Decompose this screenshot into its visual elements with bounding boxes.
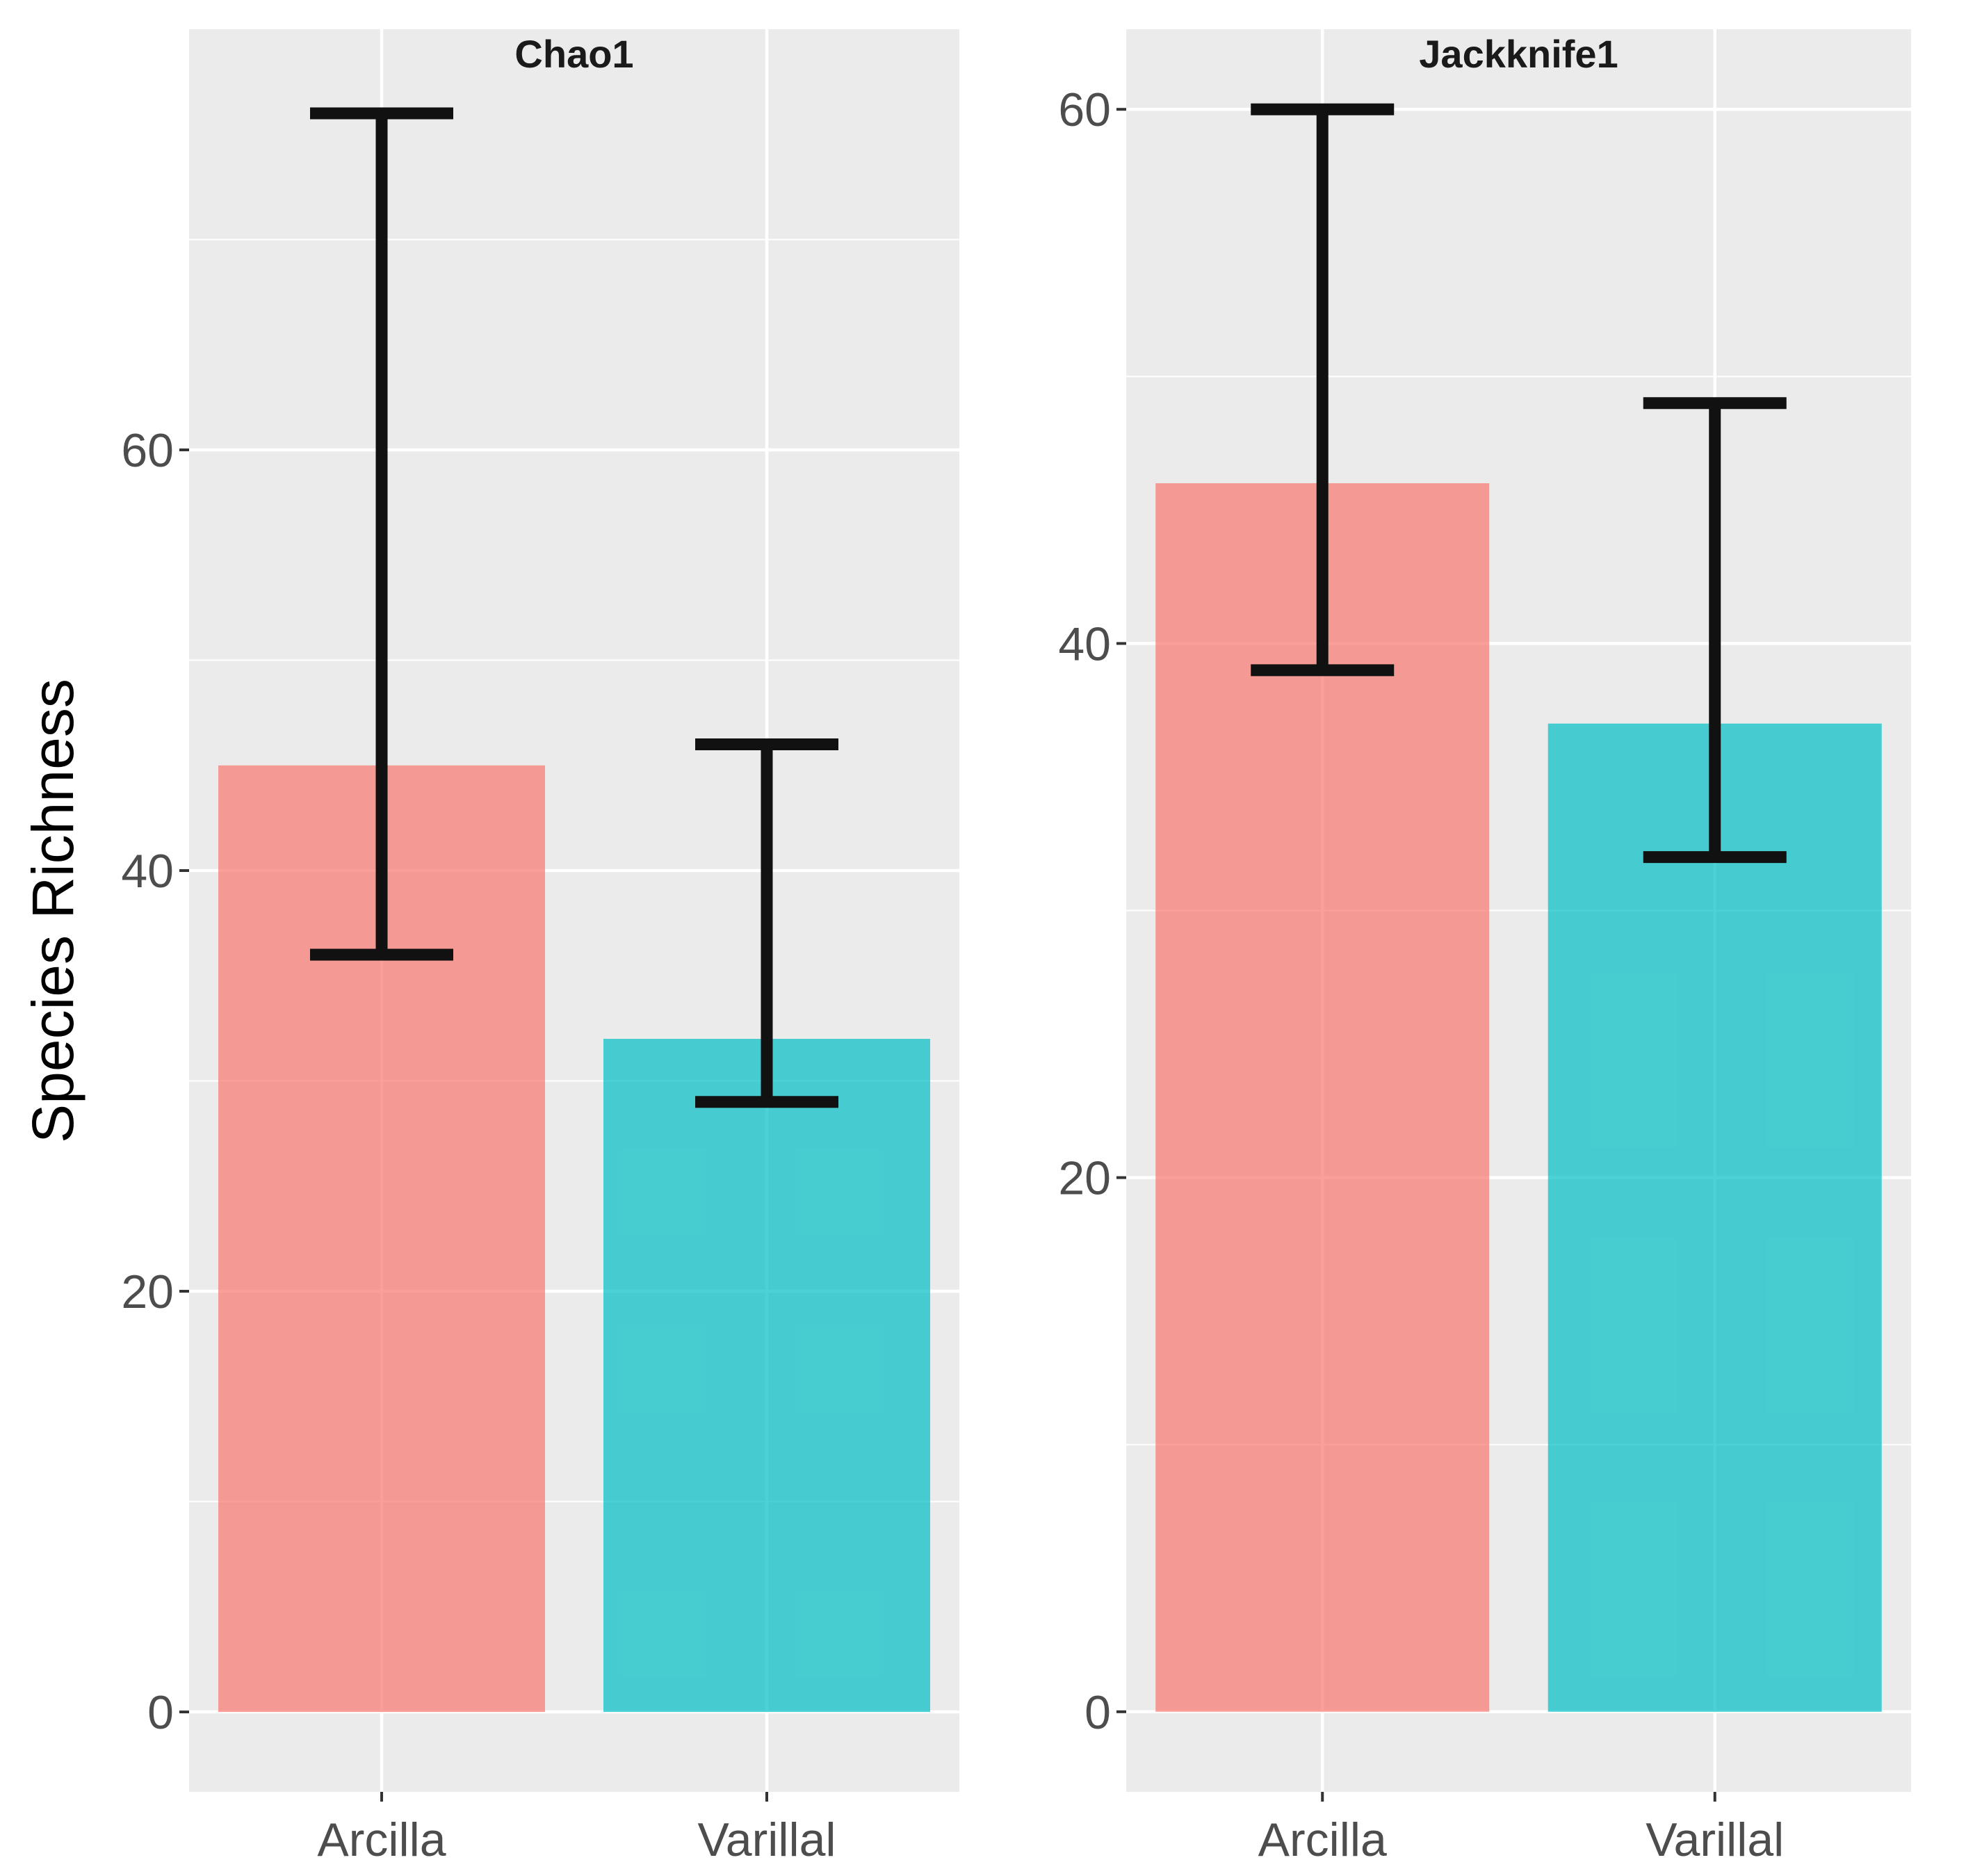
panel-1-errorbar-arcilla [310,107,453,961]
panel-2-y-tick-label: 40 [1058,617,1111,670]
panel-2-y-tick-label: 0 [1084,1686,1111,1739]
y-axis-label: Species Richness [20,679,86,1143]
panel-1-y-tick-label: 40 [121,845,174,898]
panel-1-y-tick-label: 20 [121,1266,174,1318]
panel-2-title: Jackknife1 [1419,32,1618,76]
panel-2-x-tick-label-varillal: Varillal [1646,1813,1784,1866]
panel-1-y-tick-label: 0 [147,1686,174,1739]
panel-2-bar-varillal [1547,723,1882,1712]
panel-1-x-tick-label-arcilla: Arcilla [317,1813,446,1866]
panel-1-x-tick-label-varillal: Varillal [697,1813,836,1866]
panel-1-title: Chao1 [514,32,633,76]
panel-2-y-tick-label: 60 [1058,83,1111,136]
panel-1-errorbar-varillal [695,738,838,1108]
panel-2-y-tick-label: 20 [1058,1152,1111,1205]
panel-1-y-tick-label: 60 [121,424,174,477]
panel-2-errorbar-varillal [1643,397,1787,864]
panel-1-bar-varillal [603,1039,930,1713]
panel-2-x-tick-label-arcilla: Arcilla [1258,1813,1387,1866]
panel-2-errorbar-arcilla [1251,103,1395,677]
panel-2-bar-arcilla [1155,483,1490,1712]
